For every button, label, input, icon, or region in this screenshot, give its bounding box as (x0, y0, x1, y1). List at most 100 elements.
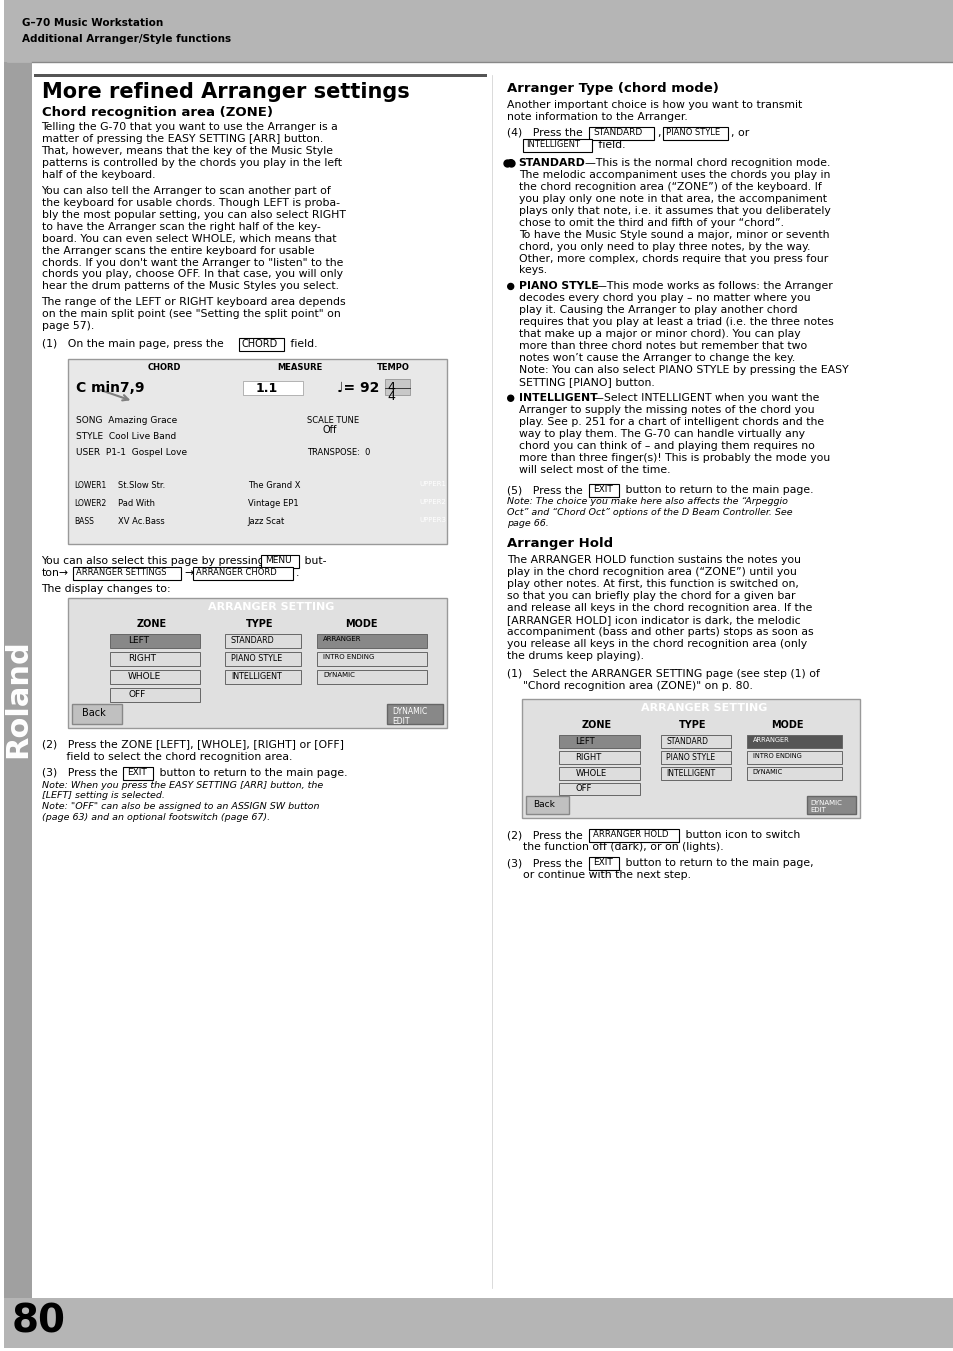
Text: PIANO STYLE: PIANO STYLE (518, 281, 598, 292)
Text: plays only that note, i.e. it assumes that you deliberately: plays only that note, i.e. it assumes th… (518, 205, 829, 216)
Text: play in the chord recognition area (“ZONE”) until you: play in the chord recognition area (“ZON… (506, 567, 796, 577)
Text: note information to the Arranger.: note information to the Arranger. (506, 112, 687, 122)
Text: CHORD: CHORD (148, 363, 181, 373)
Text: More refined Arranger settings: More refined Arranger settings (42, 82, 409, 101)
Text: ZONE: ZONE (136, 619, 166, 628)
Text: MODE: MODE (770, 720, 802, 730)
Text: EXIT: EXIT (593, 485, 613, 494)
Text: EXIT: EXIT (127, 767, 147, 777)
Text: button to return to the main page,: button to return to the main page, (621, 858, 813, 869)
Text: DYNAMIC: DYNAMIC (323, 671, 355, 678)
Bar (660, 735, 730, 747)
Text: the function off (dark), or on (lights).: the function off (dark), or on (lights). (522, 843, 722, 852)
Text: field to select the chord recognition area.: field to select the chord recognition ar… (42, 751, 292, 762)
Text: field.: field. (286, 339, 316, 350)
Text: "Chord recognition area (ZONE)" on p. 80.: "Chord recognition area (ZONE)" on p. 80… (522, 681, 752, 690)
Text: STANDARD: STANDARD (593, 128, 642, 136)
Text: LEFT: LEFT (128, 636, 149, 644)
Bar (659, 719, 733, 732)
Text: button icon to switch: button icon to switch (681, 831, 800, 840)
Text: CHORD: CHORD (241, 339, 277, 350)
Text: but-: but- (300, 555, 326, 566)
Bar (558, 751, 639, 763)
Bar (69, 359, 446, 544)
Text: UPPER3: UPPER3 (418, 517, 446, 523)
Text: MENU: MENU (264, 555, 291, 565)
Text: INTRO ENDING: INTRO ENDING (323, 654, 375, 659)
Bar (4, 62, 31, 1348)
Bar (317, 651, 427, 666)
Bar (416, 516, 444, 530)
Bar (238, 338, 283, 351)
Bar (387, 704, 442, 724)
Text: Additional Arranger/Style functions: Additional Arranger/Style functions (22, 34, 231, 45)
Text: button to return to the main page.: button to return to the main page. (156, 767, 347, 778)
Text: decodes every chord you play – no matter where you: decodes every chord you play – no matter… (518, 293, 809, 304)
Text: —Select INTELLIGENT when you want the: —Select INTELLIGENT when you want the (593, 393, 819, 403)
Text: Off: Off (322, 426, 336, 435)
Bar (111, 688, 200, 701)
Bar (589, 484, 618, 497)
Text: ARRANGER SETTING: ARRANGER SETTING (640, 703, 767, 713)
Text: Arranger Type (chord mode): Arranger Type (chord mode) (506, 82, 718, 95)
Bar (589, 858, 618, 870)
Text: ARRANGER SETTINGS: ARRANGER SETTINGS (76, 567, 167, 577)
Text: ARRANGER HOLD: ARRANGER HOLD (593, 831, 668, 839)
Bar (523, 701, 858, 716)
Text: RIGHT: RIGHT (575, 753, 601, 762)
Bar (225, 634, 300, 647)
Text: patterns is controlled by the chords you play in the left: patterns is controlled by the chords you… (42, 158, 341, 168)
Bar (71, 361, 444, 380)
Text: ARRANGER: ARRANGER (323, 636, 361, 642)
Bar (111, 651, 200, 666)
Bar (33, 74, 486, 77)
Text: you play only one note in that area, the accompaniment: you play only one note in that area, the… (518, 193, 826, 204)
Text: 4: 4 (387, 390, 395, 403)
Text: chose to omit the third and fifth of your “chord”.: chose to omit the third and fifth of you… (518, 218, 782, 227)
Text: Arranger to supply the missing notes of the chord you: Arranger to supply the missing notes of … (518, 405, 814, 415)
Text: Back: Back (82, 708, 106, 717)
Bar (71, 515, 444, 532)
Text: chord you can think of – and playing them requires no: chord you can think of – and playing the… (518, 442, 814, 451)
Text: MODE: MODE (345, 619, 377, 628)
Text: St.Slow Str.: St.Slow Str. (118, 481, 165, 490)
Bar (416, 480, 444, 494)
Text: [ARRANGER HOLD] icon indicator is dark, the melodic: [ARRANGER HOLD] icon indicator is dark, … (506, 615, 800, 624)
Text: ZONE: ZONE (580, 720, 611, 730)
Bar (73, 567, 181, 580)
Text: ,: , (657, 128, 659, 138)
Bar (71, 480, 444, 496)
Bar (662, 127, 727, 139)
Text: ♩= 92: ♩= 92 (337, 381, 379, 396)
Text: XV Ac.Bass: XV Ac.Bass (118, 517, 165, 526)
Text: STYLE  Cool Live Band: STYLE Cool Live Band (76, 432, 176, 442)
Text: INTELLIGENT: INTELLIGENT (518, 393, 597, 403)
Text: (1)   Select the ARRANGER SETTING page (see step (1) of: (1) Select the ARRANGER SETTING page (se… (506, 669, 819, 678)
Text: way to play them. The G-70 can handle virtually any: way to play them. The G-70 can handle vi… (518, 430, 803, 439)
Text: requires that you play at least a triad (i.e. the three notes: requires that you play at least a triad … (518, 317, 833, 327)
Bar (315, 617, 435, 632)
Text: (page 63) and an optional footswitch (page 67).: (page 63) and an optional footswitch (pa… (42, 813, 270, 823)
Bar (71, 497, 444, 513)
Text: USER  P1-1  Gospel Love: USER P1-1 Gospel Love (76, 449, 188, 457)
Bar (660, 751, 730, 763)
Text: ton→: ton→ (42, 567, 69, 578)
Circle shape (507, 284, 513, 289)
Text: Back: Back (533, 801, 555, 809)
Text: Another important choice is how you want to transmit: Another important choice is how you want… (506, 100, 801, 109)
Text: INTELLIGENT: INTELLIGENT (525, 139, 579, 149)
Bar (71, 462, 444, 478)
Text: Jazz Scat: Jazz Scat (248, 517, 285, 526)
Text: bly the most popular setting, you can also select RIGHT: bly the most popular setting, you can al… (42, 209, 345, 220)
Text: PIANO STYLE: PIANO STYLE (231, 654, 282, 663)
Text: MEASURE: MEASURE (277, 363, 322, 373)
Text: and release all keys in the chord recognition area. If the: and release all keys in the chord recogn… (506, 603, 811, 613)
Bar (317, 634, 427, 647)
Bar (71, 380, 444, 415)
Text: chord, you only need to play three notes, by the way.: chord, you only need to play three notes… (518, 242, 809, 251)
Bar (589, 127, 654, 139)
Bar (558, 735, 639, 747)
FancyBboxPatch shape (6, 1, 399, 63)
Text: —This mode works as follows: the Arranger: —This mode works as follows: the Arrange… (596, 281, 832, 292)
Text: STANDARD: STANDARD (665, 736, 707, 746)
